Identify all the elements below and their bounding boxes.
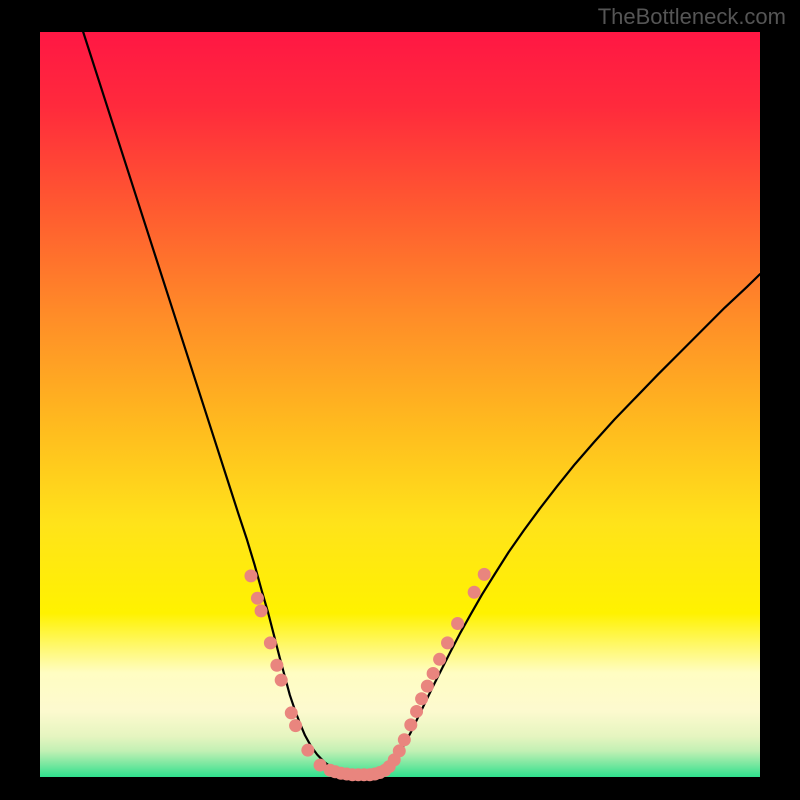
scatter-point xyxy=(289,719,302,732)
scatter-point xyxy=(301,744,314,757)
watermark-text: TheBottleneck.com xyxy=(598,4,786,30)
scatter-point xyxy=(421,680,434,693)
scatter-point xyxy=(398,733,411,746)
scatter-point xyxy=(427,667,440,680)
bottleneck-chart xyxy=(0,0,800,800)
scatter-point xyxy=(410,705,423,718)
scatter-point xyxy=(478,568,491,581)
scatter-point xyxy=(404,718,417,731)
scatter-point xyxy=(251,592,264,605)
scatter-point xyxy=(451,617,464,630)
scatter-point xyxy=(468,586,481,599)
bottleneck-curve xyxy=(83,32,760,775)
scatter-point xyxy=(415,692,428,705)
scatter-point xyxy=(285,706,298,719)
scatter-point xyxy=(441,636,454,649)
scatter-point xyxy=(255,604,268,617)
scatter-point xyxy=(433,653,446,666)
scatter-point xyxy=(393,744,406,757)
scatter-series xyxy=(244,568,490,781)
chart-stage: TheBottleneck.com xyxy=(0,0,800,800)
scatter-point xyxy=(264,636,277,649)
scatter-point xyxy=(275,674,288,687)
scatter-point xyxy=(244,569,257,582)
scatter-point xyxy=(270,659,283,672)
